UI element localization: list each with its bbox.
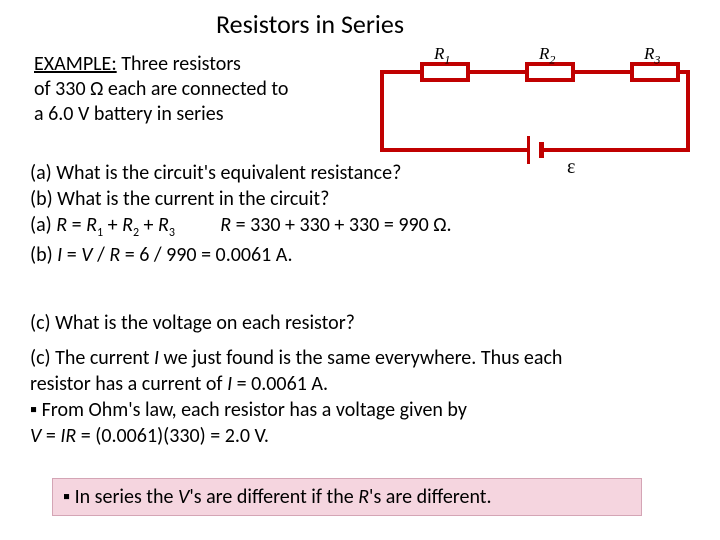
wire <box>575 70 630 74</box>
answer-c: (c) The current I we just found is the s… <box>30 345 690 449</box>
wire <box>380 70 420 74</box>
example-text-2: of 330 Ω each are connected to <box>34 77 288 101</box>
resistor-2-label: R2 <box>539 44 555 67</box>
example-label: EXAMPLE: <box>34 52 117 76</box>
resistor-1-label: R1 <box>434 44 450 67</box>
wire <box>380 148 528 152</box>
wire <box>470 70 525 74</box>
example-block: EXAMPLE: Three resistors of 330 Ω each a… <box>34 52 354 127</box>
example-text-3: a 6.0 V battery in series <box>34 102 224 126</box>
resistor-3-label: R3 <box>644 44 660 67</box>
example-text-1: Three resistors <box>117 52 241 76</box>
qa-block: (a) What is the circuit's equivalent res… <box>30 160 580 268</box>
wire <box>542 148 690 152</box>
page-title: Resistors in Series <box>0 0 720 40</box>
circuit-diagram: R1 R2 R3 ε <box>372 48 692 178</box>
wire <box>380 70 384 152</box>
highlight-note: ▪ In series the V's are different if the… <box>52 478 642 516</box>
question-b: (b) What is the current in the circuit? <box>30 187 329 211</box>
question-c: (c) What is the voltage on each resistor… <box>30 310 630 336</box>
answer-b: (b) I = V / R = 6 / 990 = 0.0061 A. <box>30 243 293 267</box>
answer-a: (a) R = R1 + R2 + R3 R = 330 + 330 + 330… <box>30 213 452 237</box>
battery-terminal-short <box>539 142 544 158</box>
wire <box>686 70 690 152</box>
question-a: (a) What is the circuit's equivalent res… <box>30 161 401 185</box>
